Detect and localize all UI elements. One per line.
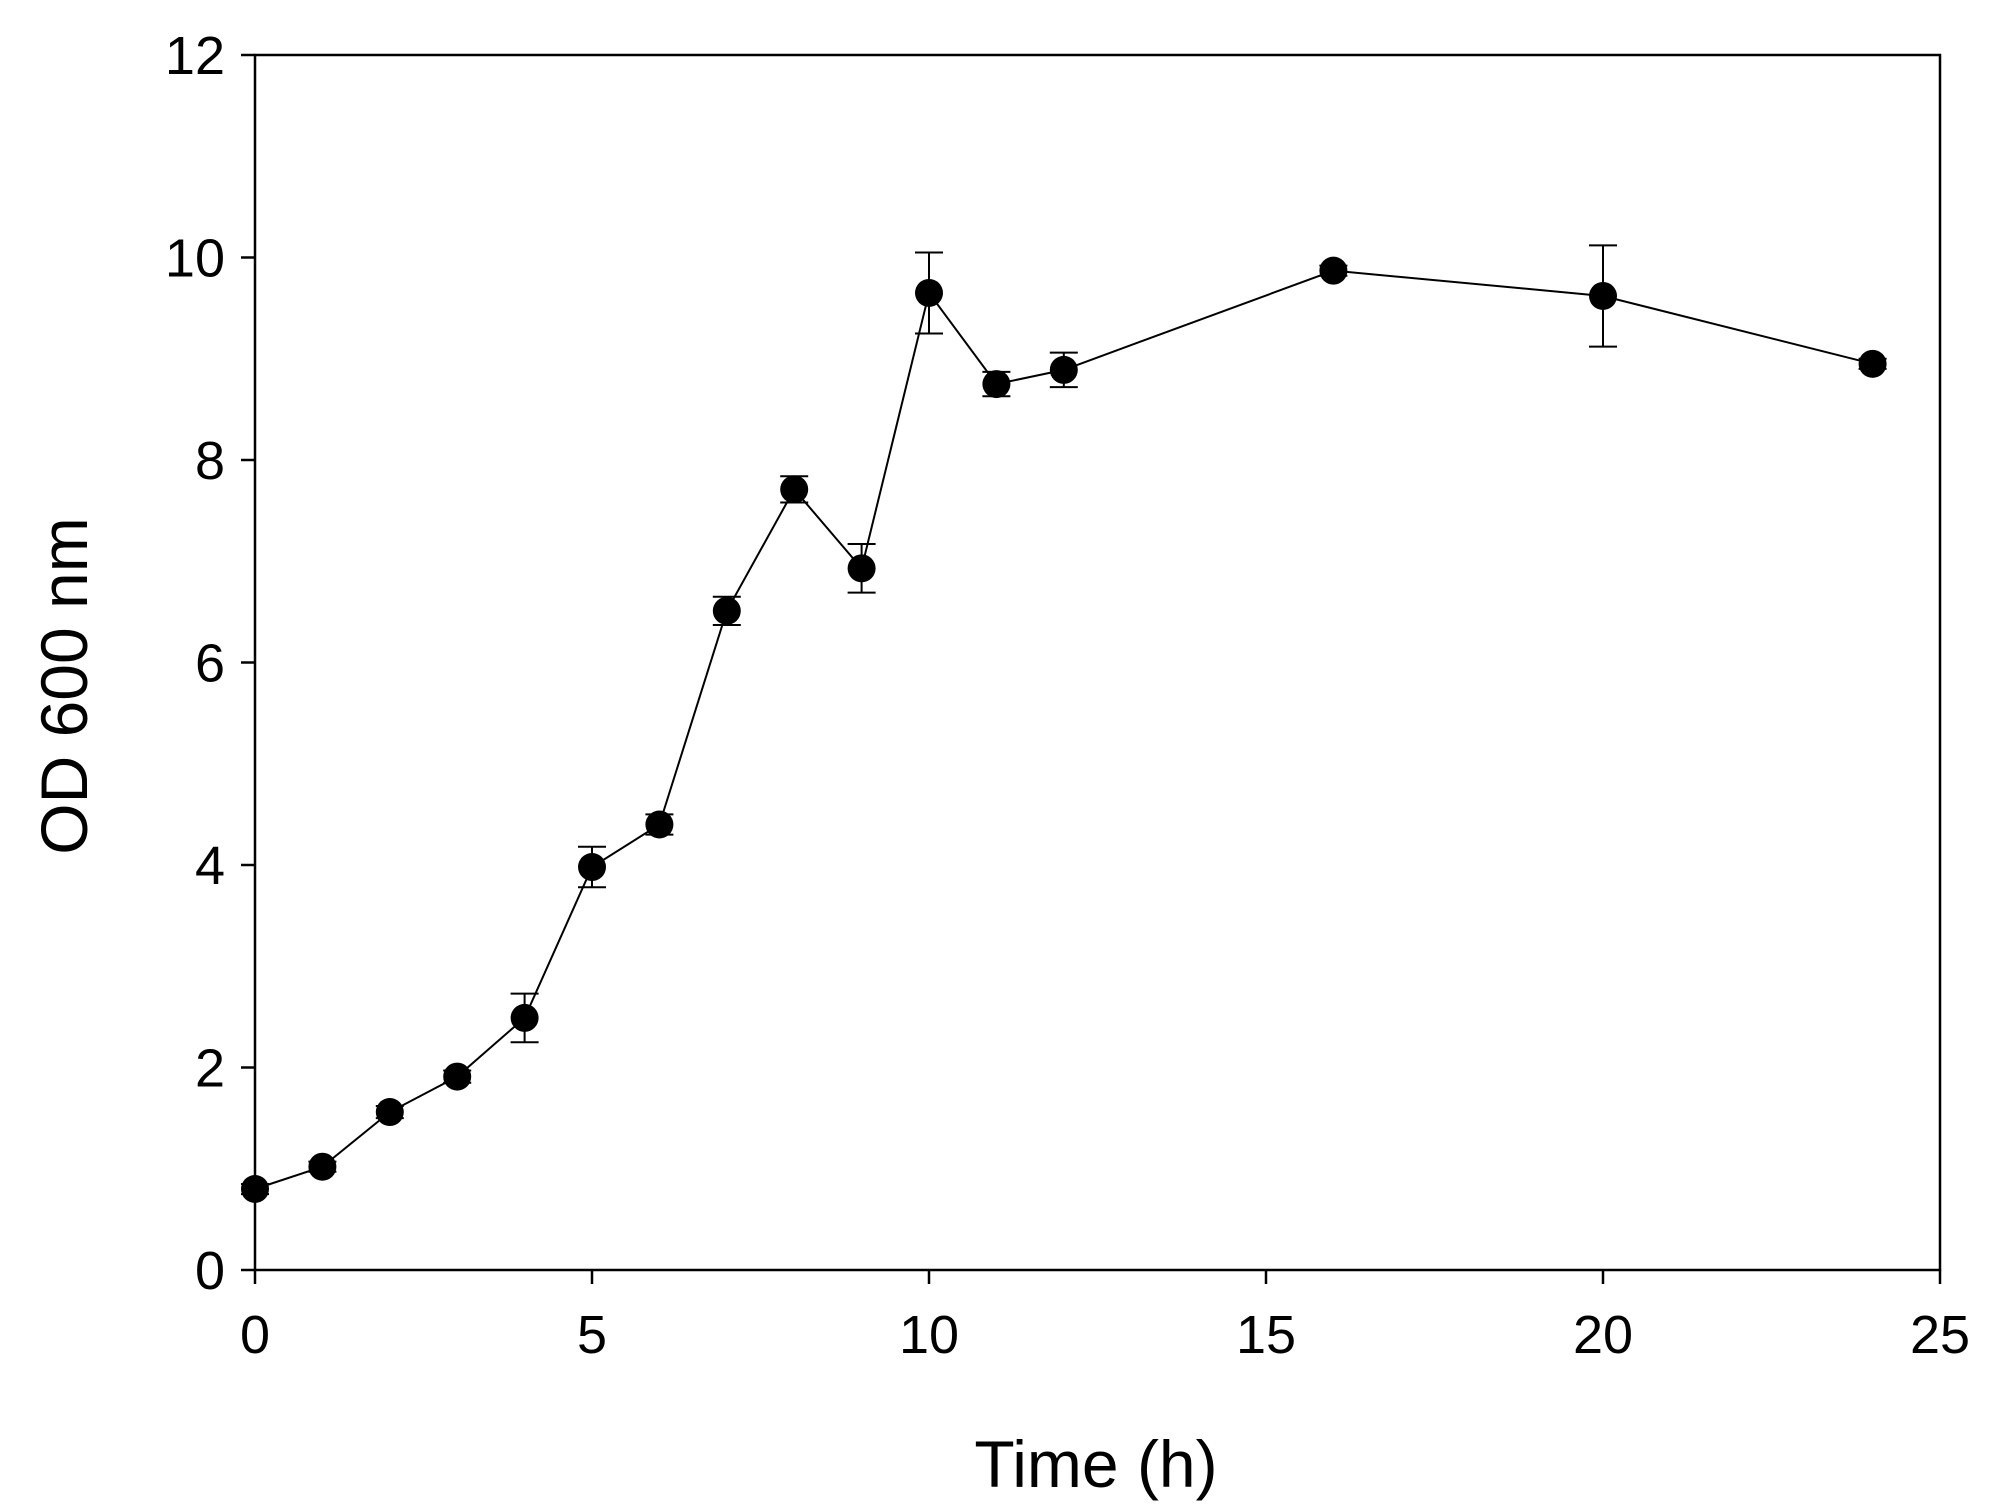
y-tick-label: 10	[165, 229, 225, 289]
data-point	[241, 1175, 269, 1203]
data-point	[510, 1003, 539, 1032]
x-tick-label: 5	[577, 1305, 607, 1365]
x-tick-label: 0	[240, 1305, 270, 1365]
data-point	[308, 1152, 337, 1181]
data-point	[443, 1062, 472, 1091]
x-axis-title: Time (h)	[974, 1427, 1217, 1501]
y-axis-title: OD 600 nm	[27, 517, 101, 854]
y-tick-label: 0	[195, 1241, 225, 1301]
series-layer	[241, 244, 1887, 1203]
y-tick-label: 6	[195, 634, 225, 694]
y-tick-label: 12	[165, 26, 225, 86]
plot-frame	[253, 53, 1942, 1272]
y-tick-label: 2	[195, 1039, 225, 1099]
x-tick-label: 15	[1236, 1305, 1296, 1365]
data-point	[645, 810, 674, 839]
data-point	[375, 1098, 404, 1127]
data-point	[847, 554, 876, 583]
data-point	[712, 596, 741, 625]
x-axis: 0 5 10 15 20 25	[240, 1270, 1970, 1365]
x-tick-label: 25	[1910, 1305, 1970, 1365]
y-tick-label: 8	[195, 431, 225, 491]
y-axis: 0 2 4 6 8 10 12	[165, 26, 255, 1301]
x-tick-label: 10	[899, 1305, 959, 1365]
data-point	[1049, 355, 1078, 384]
data-point	[780, 475, 809, 504]
data-point	[578, 853, 606, 882]
data-point	[1589, 281, 1617, 310]
data-point	[982, 370, 1011, 399]
x-tick-label: 20	[1573, 1305, 1633, 1365]
data-point	[1858, 349, 1887, 378]
data-point	[915, 278, 943, 307]
data-point	[1319, 256, 1348, 285]
y-tick-label: 4	[195, 836, 225, 896]
series-line	[254, 269, 1873, 1190]
